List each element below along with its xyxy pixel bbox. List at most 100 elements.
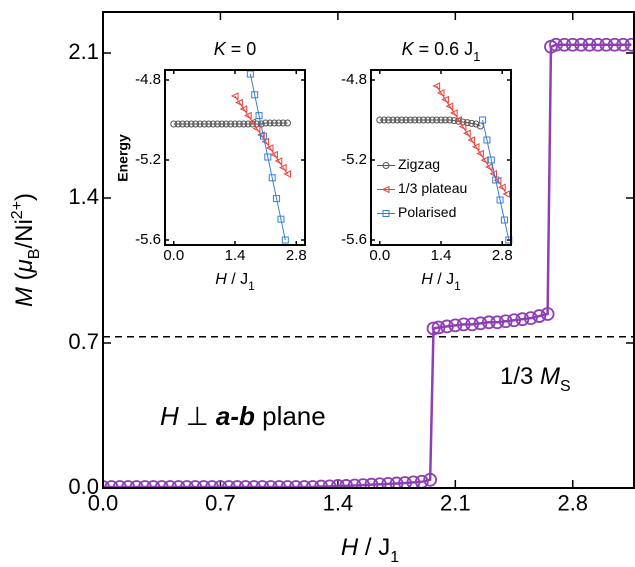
legend-marker xyxy=(382,162,390,169)
marker xyxy=(385,116,392,124)
marker xyxy=(264,153,272,161)
marker xyxy=(532,309,547,323)
label-part: ) xyxy=(11,193,38,201)
marker xyxy=(289,480,303,488)
label-part: 2+ xyxy=(9,201,26,219)
marker xyxy=(252,124,261,133)
marker xyxy=(218,120,226,128)
y-tick-label: -5.2 xyxy=(341,151,367,168)
marker xyxy=(487,156,495,164)
plot-frame xyxy=(370,69,512,246)
marker xyxy=(599,37,614,52)
marker xyxy=(376,116,384,124)
plot-area xyxy=(376,82,513,244)
marker xyxy=(591,37,605,52)
label-part: / J xyxy=(358,534,390,561)
x-axis-label: H / J1 xyxy=(341,534,399,565)
marker xyxy=(284,119,291,127)
label-part: = 0.6 J xyxy=(414,39,474,59)
legend-marker xyxy=(381,185,390,194)
inset: 0.0 1.4 2.8 -4.8 -5.2 -5.6 xyxy=(135,69,307,264)
y-tick-label: -5.6 xyxy=(135,231,161,248)
label-part: = 0 xyxy=(226,39,257,59)
marker xyxy=(163,480,178,488)
marker xyxy=(277,215,285,223)
inset-x-label: H / J1 xyxy=(421,271,461,293)
x-tick-label: 0.0 xyxy=(369,247,390,264)
marker xyxy=(339,479,354,488)
marker xyxy=(437,116,445,124)
label-part: H xyxy=(421,271,433,288)
marker xyxy=(458,122,467,131)
marker xyxy=(183,120,191,128)
marker xyxy=(389,116,397,124)
legend-label: Polarised xyxy=(398,204,456,220)
legend-marker xyxy=(382,210,390,217)
marker xyxy=(492,176,500,184)
marker xyxy=(624,37,635,52)
marker xyxy=(263,480,278,488)
label-part: H xyxy=(160,401,179,431)
label-part: / J xyxy=(227,271,248,288)
marker xyxy=(502,190,511,198)
x-tick-label: 2.8 xyxy=(557,490,588,515)
label-part: a-b xyxy=(216,401,255,431)
marker xyxy=(582,37,597,52)
label-part: 1 xyxy=(248,279,255,293)
marker xyxy=(279,119,287,127)
label-part: 1/3 xyxy=(500,363,540,390)
marker xyxy=(479,116,487,124)
marker xyxy=(268,174,276,182)
marker xyxy=(431,320,446,335)
inset-y-label: Energy xyxy=(115,134,131,182)
label-part: μ xyxy=(11,259,38,273)
marker xyxy=(213,480,228,488)
label-part: ⊥ xyxy=(179,401,216,431)
plot-area xyxy=(103,37,635,488)
marker xyxy=(248,118,256,126)
marker xyxy=(121,480,136,488)
marker xyxy=(411,116,419,124)
inset-title: K = 0.6 J1 xyxy=(402,39,481,64)
marker xyxy=(129,480,144,488)
marker xyxy=(205,120,213,128)
marker xyxy=(490,315,505,330)
marker xyxy=(196,120,204,128)
label-part: K xyxy=(214,39,227,59)
label-part: H xyxy=(341,534,359,561)
marker xyxy=(523,311,538,326)
marker xyxy=(240,120,248,128)
marker xyxy=(398,476,412,488)
marker xyxy=(406,116,414,124)
marker xyxy=(235,120,243,128)
marker xyxy=(424,116,432,124)
series-line xyxy=(234,95,288,175)
y-tick-label: -5.6 xyxy=(341,231,367,248)
y-tick-label: 2.1 xyxy=(68,39,99,64)
marker xyxy=(476,149,484,158)
marker xyxy=(372,477,387,488)
inset-title: K = 0 xyxy=(214,39,257,59)
marker xyxy=(280,480,295,488)
marker xyxy=(283,170,291,178)
marker xyxy=(244,111,252,120)
x-tick-label: 1.4 xyxy=(323,490,354,515)
marker xyxy=(446,116,454,124)
marker xyxy=(493,176,502,185)
marker xyxy=(393,116,401,124)
marker xyxy=(209,120,217,128)
marker xyxy=(454,115,462,124)
marker xyxy=(174,120,182,128)
marker xyxy=(265,144,274,152)
marker xyxy=(221,480,236,488)
x-tick-label: 2.8 xyxy=(492,247,513,264)
marker xyxy=(255,112,263,120)
marker xyxy=(440,319,454,334)
series-line xyxy=(249,73,286,241)
marker xyxy=(188,480,203,488)
label-part: 1 xyxy=(390,549,399,566)
marker xyxy=(154,480,169,488)
label-part: S xyxy=(560,378,571,395)
marker xyxy=(272,480,287,488)
marker xyxy=(222,120,230,128)
